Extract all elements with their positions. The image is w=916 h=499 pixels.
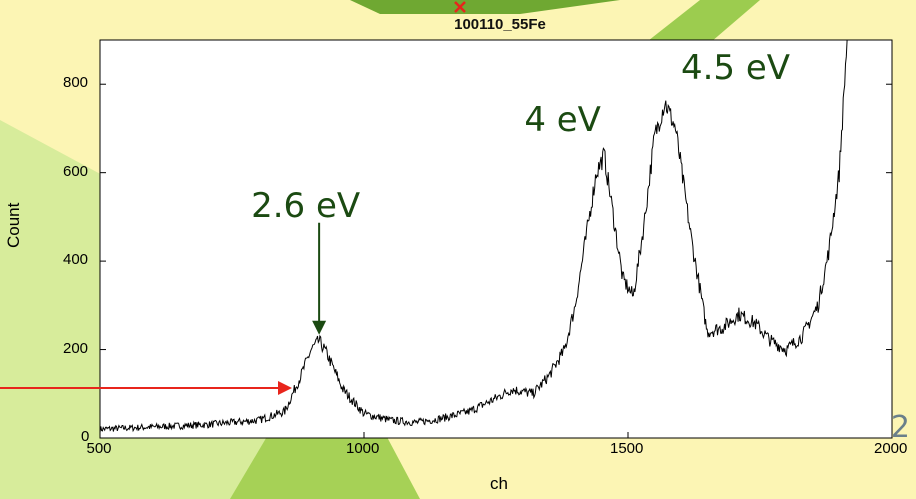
y-tick-label: 600: [63, 162, 89, 180]
y-tick-label: 400: [63, 251, 89, 269]
x-tick-label: 1500: [610, 440, 644, 457]
close-x-icon: [454, 1, 466, 13]
chart-title: 100110_55Fe: [454, 16, 546, 33]
x-tick-label: 2000: [874, 440, 908, 457]
page-number: 2: [890, 410, 910, 445]
plot-area: [99, 39, 893, 439]
x-tick-label: 500: [86, 440, 112, 457]
x-axis-label: ch: [490, 474, 508, 493]
peak-annotation: 2.6 eV: [251, 185, 361, 226]
y-tick-label: 0: [81, 428, 90, 445]
y-axis-label: Count: [4, 202, 23, 248]
peak-annotation: 4.5 eV: [680, 48, 791, 89]
banner-shape: [350, 0, 620, 14]
x-tick-label: 1000: [346, 440, 380, 457]
spectrum-line: [99, 39, 848, 433]
peak-annotation: 4 eV: [524, 99, 601, 140]
y-tick-label: 800: [63, 74, 89, 92]
y-tick-label: 200: [63, 339, 89, 357]
peak-arrow-head: [312, 320, 327, 335]
red-arrow-head: [278, 381, 292, 395]
